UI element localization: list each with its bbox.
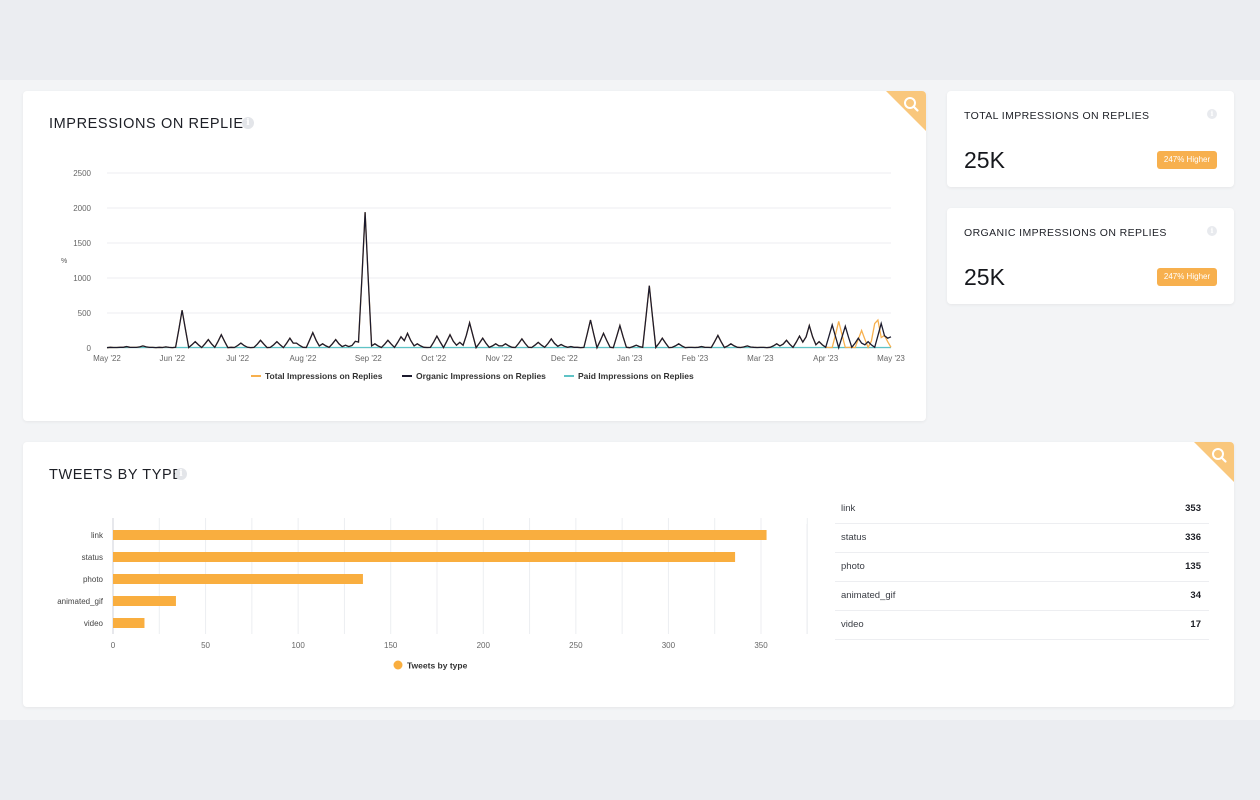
x-tick-label: Dec '22 [551,354,578,363]
y-tick-label: 500 [78,309,92,318]
impressions-card: IMPRESSIONS ON REPLIES i % 0 500 1000 1500 2… [23,91,926,421]
y-tick-label: 2000 [73,204,91,213]
table-row: video 17 [835,610,1209,640]
y-tick-label: 2500 [73,169,91,178]
row-value: 353 [1185,503,1201,514]
bar-status [113,552,736,562]
row-label: status [841,532,867,543]
tweets-card-title: TWEETS BY TYPE [49,467,183,483]
stat-value: 25K [964,264,1005,290]
series-line-organic [106,212,892,350]
x-tick-label: Aug '22 [290,354,317,363]
x-tick-label: 200 [477,641,491,650]
y-tick-label: 1000 [73,274,91,283]
y-category-label: status [82,553,103,562]
y-category-label: video [84,619,104,628]
info-icon[interactable]: i [242,117,254,129]
stat-title: TOTAL IMPRESSIONS ON REPLIES [964,110,1150,122]
x-tick-label: Oct '22 [421,354,447,363]
row-label: photo [841,561,865,572]
bar-link [113,530,767,540]
x-tick-label: Jun '22 [160,354,186,363]
x-tick-label: Apr '23 [813,354,839,363]
organic-impressions-stat-card: ORGANIC IMPRESSIONS ON REPLIES i 25K 247… [947,208,1234,304]
row-label: link [841,503,856,514]
table-row: photo 135 [835,552,1209,582]
bar-animated_gif [113,596,176,606]
x-tick-label: Feb '23 [682,354,709,363]
search-icon[interactable] [1194,442,1234,482]
row-value: 34 [1190,590,1201,601]
total-impressions-stat-card: TOTAL IMPRESSIONS ON REPLIES i 25K 247% … [947,91,1234,187]
bar-photo [113,574,363,584]
search-icon[interactable] [886,91,926,131]
legend-label: Organic Impressions on Replies [416,371,546,381]
x-tick-label: Nov '22 [486,354,513,363]
x-tick-label: May '23 [877,354,905,363]
series-line-total [106,212,892,350]
x-tick-label: Mar '23 [747,354,774,363]
tweets-bar-chart: 0 50 100 150 200 250 300 350 link status photo anim… [57,518,808,671]
stat-value: 25K [964,147,1005,173]
x-tick-label: 50 [201,641,210,650]
tweets-by-type-card: TWEETS BY TYPE i 0 50 100 150 200 250 300 350 li… [23,442,1234,707]
table-row: animated_gif 34 [835,581,1209,611]
y-axis-unit: % [61,258,67,265]
x-tick-label: Jul '22 [226,354,249,363]
info-icon[interactable]: i [1207,226,1217,236]
x-tick-label: 350 [754,641,768,650]
x-tick-label: 300 [662,641,676,650]
table-row: status 336 [835,523,1209,553]
y-tick-label: 0 [87,344,92,353]
x-tick-label: 100 [291,641,305,650]
y-tick-label: 1500 [73,239,91,248]
row-value: 135 [1185,561,1201,572]
y-category-label: link [91,531,104,540]
x-tick-label: 250 [569,641,583,650]
legend-label: Total Impressions on Replies [265,371,383,381]
legend-label: Paid Impressions on Replies [578,371,694,381]
y-category-label: animated_gif [57,597,104,606]
x-tick-label: 0 [111,641,116,650]
y-category-label: photo [83,575,104,584]
row-label: video [841,619,864,630]
bar-video [113,618,145,628]
info-icon[interactable]: i [175,468,187,480]
x-tick-label: Jan '23 [617,354,643,363]
stat-title: ORGANIC IMPRESSIONS ON REPLIES [964,227,1167,239]
table-row: link 353 [835,494,1209,524]
impressions-card-title: IMPRESSIONS ON REPLIES [49,116,254,132]
comparison-badge: 247% Higher [1157,151,1217,169]
info-icon[interactable]: i [1207,109,1217,119]
x-tick-label: May '22 [93,354,121,363]
legend-swatch [393,660,403,670]
comparison-badge: 247% Higher [1157,268,1217,286]
x-tick-label: Sep '22 [355,354,382,363]
row-value: 17 [1190,619,1201,630]
impressions-line-chart: % 0 500 1000 1500 2000 2500 May '22 Jun '22 Jul … [61,169,905,381]
row-value: 336 [1185,532,1201,543]
legend-label: Tweets by type [407,661,468,671]
row-label: animated_gif [841,590,896,601]
x-tick-label: 150 [384,641,398,650]
